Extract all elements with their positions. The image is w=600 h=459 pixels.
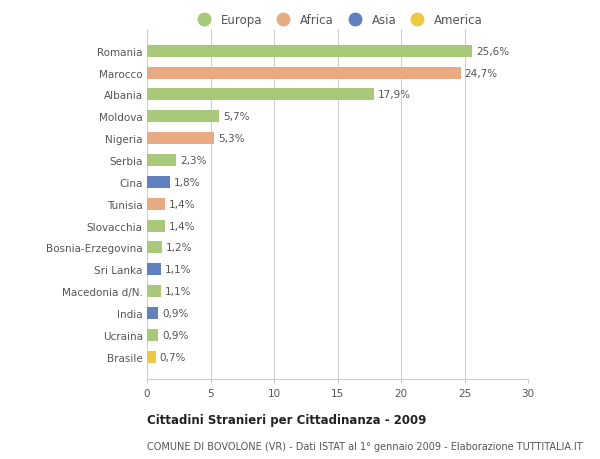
Text: 24,7%: 24,7% <box>464 68 497 78</box>
Bar <box>147 285 161 297</box>
Text: 1,4%: 1,4% <box>169 199 195 209</box>
Bar <box>147 111 220 123</box>
Bar <box>147 242 162 254</box>
Text: 1,2%: 1,2% <box>166 243 193 253</box>
Text: 0,7%: 0,7% <box>160 352 186 362</box>
Bar <box>147 67 461 79</box>
Text: 2,3%: 2,3% <box>180 156 206 166</box>
Bar <box>147 155 176 167</box>
Bar <box>147 220 165 232</box>
Bar <box>147 329 158 341</box>
Text: 1,1%: 1,1% <box>165 265 191 274</box>
Bar <box>147 263 161 276</box>
Text: 0,9%: 0,9% <box>162 330 188 340</box>
Bar <box>147 46 472 58</box>
Bar <box>147 133 214 145</box>
Text: 0,9%: 0,9% <box>162 308 188 318</box>
Text: COMUNE DI BOVOLONE (VR) - Dati ISTAT al 1° gennaio 2009 - Elaborazione TUTTITALI: COMUNE DI BOVOLONE (VR) - Dati ISTAT al … <box>147 441 583 451</box>
Bar <box>147 90 374 101</box>
Text: 25,6%: 25,6% <box>476 47 509 56</box>
Text: 1,4%: 1,4% <box>169 221 195 231</box>
Legend: Europa, Africa, Asia, America: Europa, Africa, Asia, America <box>188 10 487 32</box>
Text: 5,3%: 5,3% <box>218 134 245 144</box>
Text: 17,9%: 17,9% <box>378 90 411 100</box>
Text: 5,7%: 5,7% <box>223 112 250 122</box>
Text: 1,1%: 1,1% <box>165 286 191 297</box>
Bar <box>147 176 170 189</box>
Bar <box>147 351 156 363</box>
Text: Cittadini Stranieri per Cittadinanza - 2009: Cittadini Stranieri per Cittadinanza - 2… <box>147 413 427 426</box>
Bar <box>147 198 165 210</box>
Text: 1,8%: 1,8% <box>173 178 200 187</box>
Bar <box>147 307 158 319</box>
